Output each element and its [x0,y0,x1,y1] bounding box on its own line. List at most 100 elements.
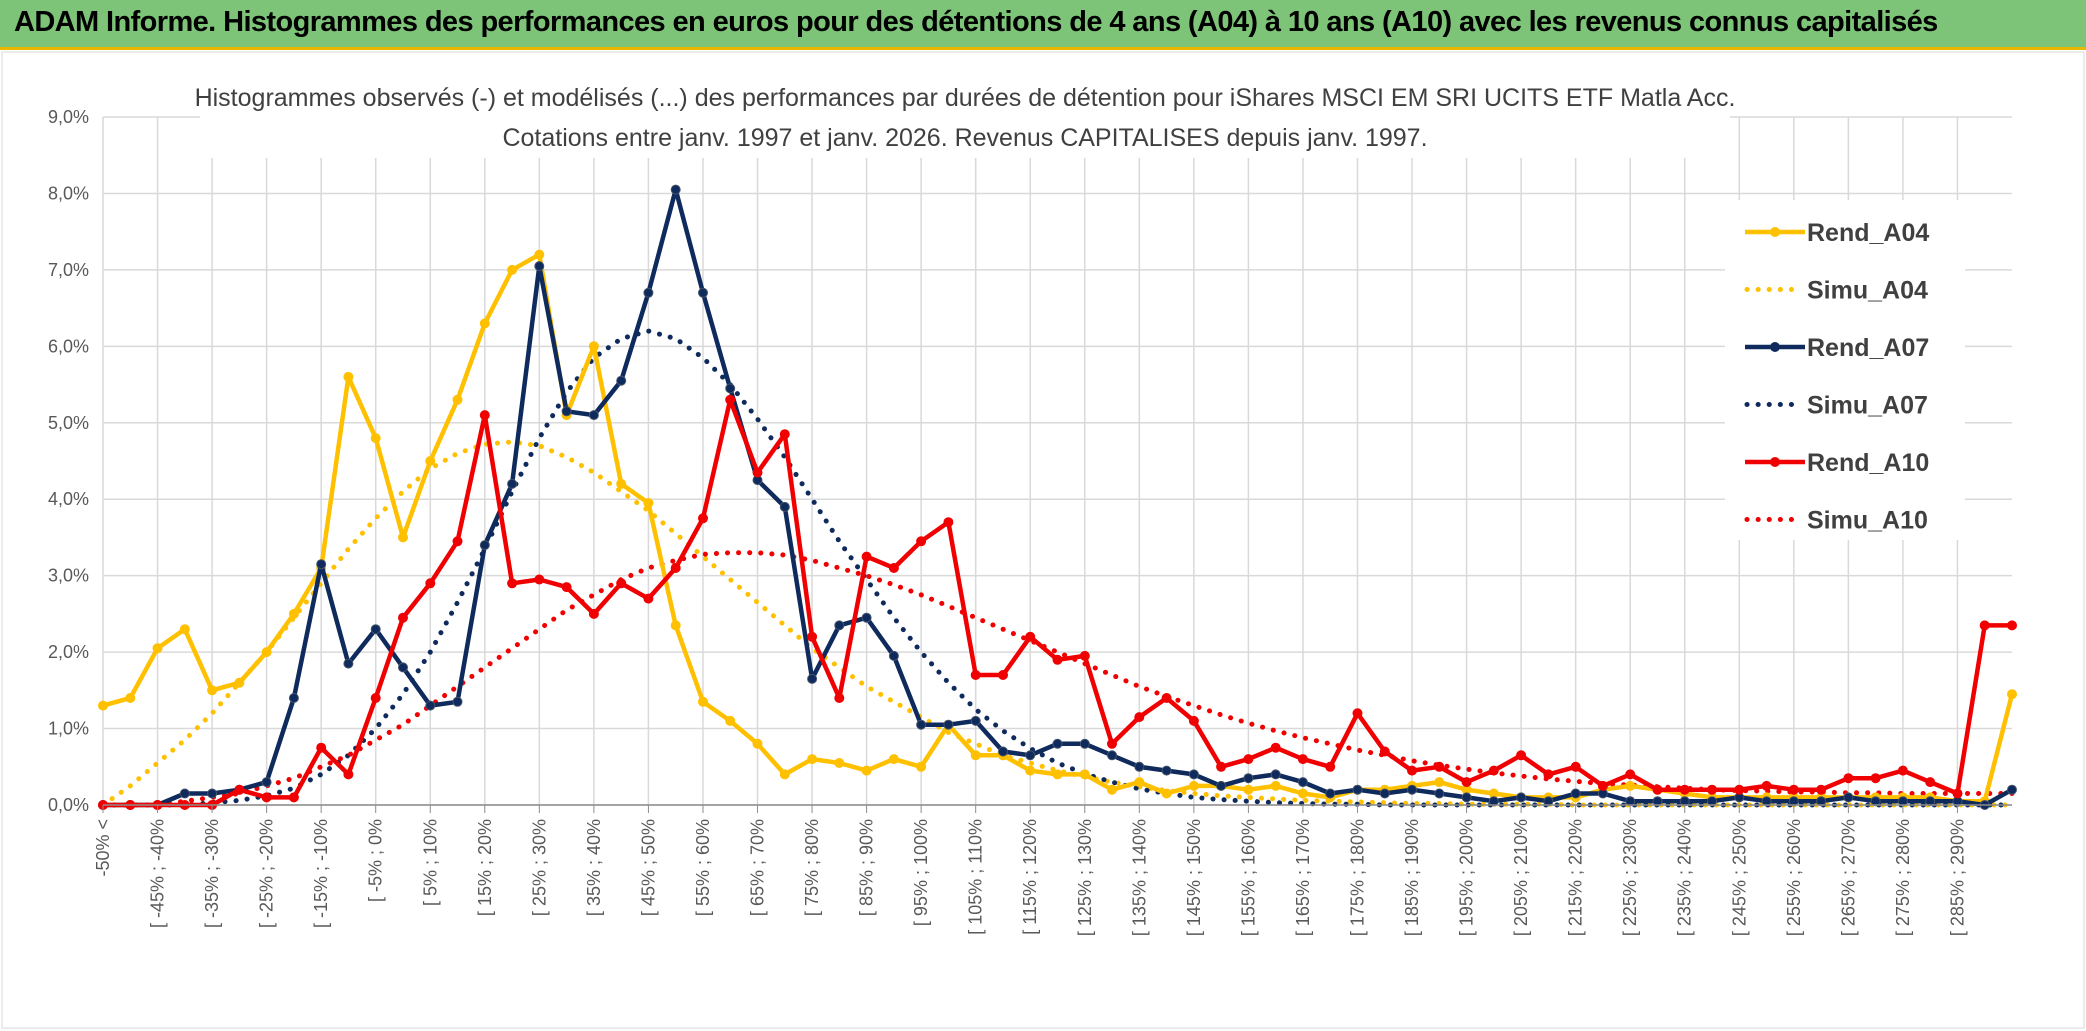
data-point-rend-a04 [98,700,108,711]
legend-label-simu-a10: Simu_A10 [1807,507,1928,535]
data-point-rend-a07 [452,696,463,707]
data-point-rend-a10 [998,670,1008,680]
data-point-rend-a04 [1107,784,1117,795]
data-point-rend-a10 [1379,746,1390,757]
x-tick-label: [ 65% ; 70% [748,819,768,916]
x-tick-label: [ 35% ; 40% [584,819,604,916]
y-tick-label: 6,0% [48,336,89,356]
y-tick-label: 3,0% [48,566,89,586]
x-tick-label: [ -15% ; -10% [311,819,331,928]
data-point-rend-a07 [261,777,272,788]
data-point-rend-a10 [1434,761,1445,772]
y-tick-label: 4,0% [48,489,89,509]
x-tick-label: [ 135% ; 140% [1129,819,1149,936]
data-point-rend-a10 [1816,784,1827,795]
data-point-rend-a10 [316,742,327,753]
data-point-rend-a10 [970,670,981,680]
data-point-rend-a07 [616,375,627,386]
data-point-rend-a07 [1379,788,1390,799]
data-point-rend-a07 [1461,792,1472,803]
data-point-rend-a04 [643,498,654,508]
legend: Rend_A04 Simu_A04 Rend_A07 Simu_A07 Rend_A10… [1725,200,1965,540]
data-point-rend-a07 [943,719,954,730]
data-point-rend-a07 [1161,765,1172,776]
data-point-rend-a07 [1352,784,1363,795]
data-point-rend-a10 [288,792,299,803]
data-point-rend-a10 [861,551,872,562]
data-point-rend-a07 [970,715,981,726]
data-point-rend-a04 [288,608,299,619]
data-point-rend-a10 [1625,769,1636,780]
data-point-rend-a07 [316,559,327,570]
x-tick-label: [ 155% ; 160% [1238,819,1258,936]
data-point-rend-a04 [1625,780,1636,791]
data-point-rend-a10 [588,608,599,619]
x-tick-label: [ 125% ; 130% [1075,819,1095,936]
data-point-rend-a04 [152,643,163,654]
data-point-rend-a04 [1297,788,1308,799]
data-point-rend-a10 [1679,784,1690,795]
x-tick-label: [ 45% ; 50% [638,819,658,916]
data-point-rend-a10 [643,593,654,604]
histogram-chart: 0,0% 1,0% 2,0% 3,0% 4,0% 5,0% 6,0% 7,0% 8,0% 9,0%… [1,51,2085,1029]
data-point-rend-a07 [1188,769,1199,780]
data-point-rend-a04 [916,761,927,772]
data-point-rend-a10 [1025,631,1036,642]
data-point-rend-a07 [916,719,927,730]
data-point-rend-a04 [698,696,708,707]
x-tick-label: [ 195% ; 200% [1457,819,1477,936]
data-point-rend-a04 [670,620,681,631]
data-point-rend-a10 [561,582,572,593]
x-tick-label: [ -45% ; -40% [148,819,168,928]
data-point-rend-a10 [1761,780,1772,791]
data-point-rend-a07 [1325,788,1336,799]
data-point-rend-a10 [1052,654,1063,665]
data-point-rend-a04 [616,478,627,489]
data-point-rend-a10 [1161,693,1172,703]
data-point-rend-a10 [1216,761,1227,772]
data-point-rend-a04 [234,677,245,688]
data-point-rend-a07 [698,287,708,298]
data-point-rend-a07 [779,501,790,512]
chart-title-line1: Histogrammes observés (-) et modélisés (… [195,84,1736,112]
data-point-rend-a07 [1052,738,1063,749]
data-point-rend-a10 [1407,765,1417,776]
legend-label-rend-a07: Rend_A07 [1807,334,1929,362]
data-point-rend-a07 [1025,750,1036,761]
data-point-rend-a07 [561,406,572,417]
data-point-rend-a07 [643,287,654,298]
data-point-rend-a04 [588,341,599,352]
data-point-rend-a04 [1434,777,1445,788]
x-tick-label: [ 205% ; 210% [1511,819,1531,936]
data-point-rend-a10 [1243,754,1254,765]
data-point-rend-a10 [1597,780,1608,791]
x-tick-label: [ 105% ; 110% [966,819,986,935]
y-tick-label: 0,0% [48,795,89,815]
data-point-rend-a04 [534,249,545,260]
data-point-rend-a07 [1843,792,1854,803]
legend-label-rend-a10: Rend_A10 [1807,449,1929,477]
x-tick-label: [ 265% ; 270% [1838,819,1858,936]
data-point-rend-a10 [1952,788,1963,799]
legend-label-simu-a04: Simu_A04 [1807,277,1928,305]
data-point-rend-a07 [207,788,218,799]
data-point-rend-a10 [1897,765,1908,776]
data-point-rend-a07 [888,650,899,661]
y-tick-label: 5,0% [48,413,89,433]
data-point-rend-a07 [1407,784,1417,795]
data-point-rend-a04 [834,758,845,768]
data-point-rend-a10 [398,612,408,623]
data-point-rend-a07 [1570,788,1581,799]
data-point-rend-a10 [1543,769,1554,780]
legend-marker-rend-a10 [1770,457,1780,467]
data-point-rend-a07 [1243,773,1254,784]
data-point-rend-a07 [1297,777,1308,788]
data-point-rend-a10 [1352,708,1363,719]
data-point-rend-a07 [479,540,490,551]
data-point-rend-a10 [1925,777,1936,788]
data-point-rend-a10 [1979,620,1990,631]
data-point-rend-a07 [507,478,518,489]
x-tick-label: [ 225% ; 230% [1620,819,1640,936]
data-point-rend-a07 [179,788,190,799]
data-point-rend-a10 [1188,715,1199,726]
